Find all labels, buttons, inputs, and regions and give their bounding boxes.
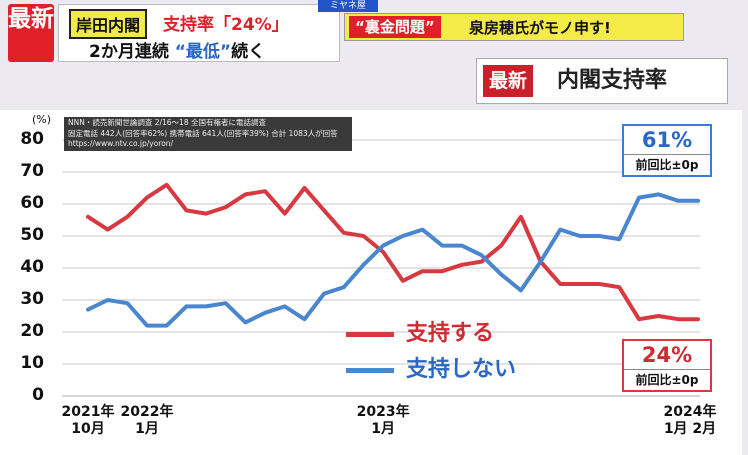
headline-line2: 2か月連続 “最低”続く — [89, 42, 266, 62]
y-axis-unit: (%) — [32, 113, 52, 126]
source-line2: 固定電話 442人(回答率62%) 携帯電話 641人(回答率39%) 合計 1… — [68, 128, 338, 138]
chart-title-badge: 最新 — [483, 65, 534, 97]
source-line1: NNN・読売新聞世論調査 2/16〜18 全国有権者に電話調査 — [68, 118, 266, 127]
y-tick-label: 10 — [20, 353, 44, 373]
y-tick-label: 60 — [20, 193, 44, 213]
side-banner-text: 泉房穂氏がモノ申す! — [469, 19, 611, 37]
x-tick-label: 2022年 1月 — [120, 404, 174, 437]
breaking-badge: 最新 — [8, 4, 54, 62]
y-tick-label: 50 — [20, 225, 44, 245]
y-tick-label: 80 — [20, 129, 44, 149]
legend-item-nonsupport: 支持しない — [346, 351, 516, 383]
legend-swatch-nonsupport — [346, 367, 394, 373]
headline-tag: 岸田内閣 — [69, 9, 148, 39]
callout-nonsupport-sub: 前回比±0p — [624, 154, 710, 175]
callout-nonsupport: 61% 前回比±0p — [622, 124, 712, 177]
legend-item-support: 支持する — [346, 315, 494, 347]
series-line-support — [86, 182, 700, 322]
source-line3: https://www.ntv.co.jp/yoron/ — [68, 139, 174, 148]
chart-title: 内閣支持率 — [557, 68, 668, 93]
y-tick-label: 70 — [20, 161, 44, 181]
legend-swatch-support — [346, 331, 394, 337]
callout-support-sub: 前回比±0p — [624, 369, 710, 390]
side-banner: “裏金問題” 泉房穂氏がモノ申す! — [344, 13, 684, 41]
chart-title-box: 最新 内閣支持率 — [476, 58, 728, 104]
y-tick-label: 20 — [20, 321, 44, 341]
callout-support: 24% 前回比±0p — [622, 339, 712, 392]
series-line-nonsupport — [86, 192, 700, 328]
y-tick-label: 30 — [20, 289, 44, 309]
x-tick-label: 2024年 1月 2月 — [663, 404, 717, 437]
x-tick-label: 2023年 1月 — [356, 404, 410, 437]
y-tick-label: 0 — [32, 385, 44, 405]
side-banner-tag: “裏金問題” — [349, 16, 441, 38]
chart-panel — [0, 110, 742, 455]
headline-box: 岸田内閣 支持率「24%」 2か月連続 “最低”続く — [58, 4, 340, 62]
callout-nonsupport-value: 61% — [641, 128, 693, 152]
x-tick-label: 2021年 10月 — [61, 404, 115, 437]
callout-support-value: 24% — [641, 343, 693, 367]
y-tick-label: 40 — [20, 257, 44, 277]
survey-source-note: NNN・読売新聞世論調査 2/16〜18 全国有権者に電話調査 固定電話 442… — [64, 117, 352, 151]
program-logo: ミヤネ屋 — [318, 0, 378, 12]
headline-line1: 支持率「24%」 — [163, 15, 289, 35]
